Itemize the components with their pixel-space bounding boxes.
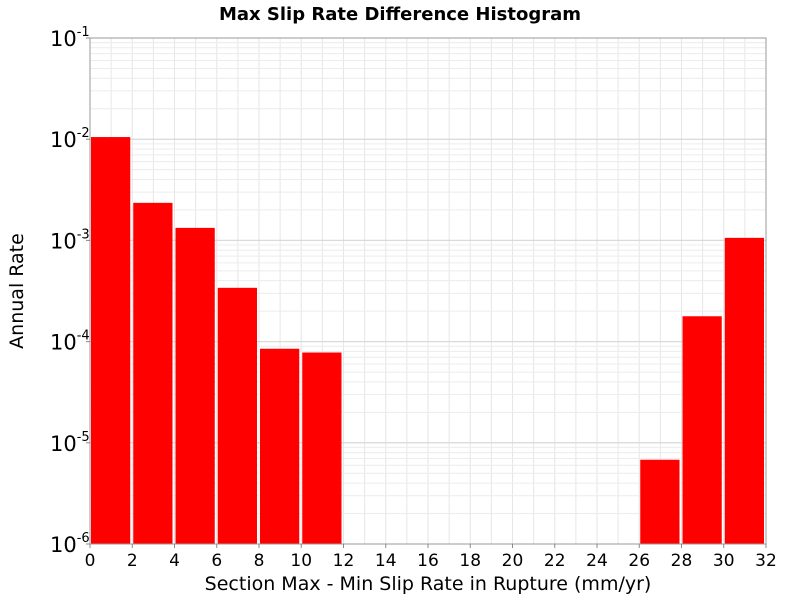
y-axis-label: Annual Rate [6,233,28,349]
x-tick-label: 28 [671,551,693,571]
y-tick-label: 10-4 [50,329,90,355]
x-axis-ticks: 0 2 4 6 8 10 12 14 16 18 20 22 24 26 28 30 32 [85,544,777,571]
x-tick-label: 16 [417,551,439,571]
histogram-bar [682,316,722,544]
histogram-bar [133,202,173,544]
x-tick-label: 6 [211,551,222,571]
x-tick-label: 12 [333,551,355,571]
y-tick-label: 10-3 [50,227,90,253]
histogram-bar [217,287,257,544]
y-tick-label: 10-1 [50,25,90,51]
histogram-bar [724,237,764,544]
x-tick-label: 14 [375,551,397,571]
x-tick-label: 2 [127,551,138,571]
bars [91,137,764,544]
x-tick-label: 0 [85,551,96,571]
chart-title: Max Slip Rate Difference Histogram [219,4,581,25]
histogram-bar [640,459,680,544]
x-tick-label: 22 [544,551,566,571]
histogram-bar [260,348,300,544]
x-tick-label: 10 [290,551,312,571]
histogram-bar [175,227,215,544]
x-tick-label: 30 [713,551,735,571]
x-axis-label: Section Max - Min Slip Rate in Rupture (… [205,573,652,595]
y-axis-ticks: 10-6 10-5 10-4 10-3 10-2 10-1 [50,25,90,557]
y-tick-label: 10-6 [50,531,90,557]
x-tick-label: 24 [586,551,608,571]
x-tick-label: 18 [459,551,481,571]
x-tick-label: 26 [628,551,650,571]
histogram-bar [302,352,342,544]
y-tick-label: 10-2 [50,126,90,152]
x-tick-label: 32 [755,551,777,571]
histogram-bar [91,137,131,544]
x-tick-label: 4 [169,551,180,571]
x-tick-label: 20 [502,551,524,571]
x-tick-label: 8 [254,551,265,571]
y-tick-label: 10-5 [50,430,90,456]
